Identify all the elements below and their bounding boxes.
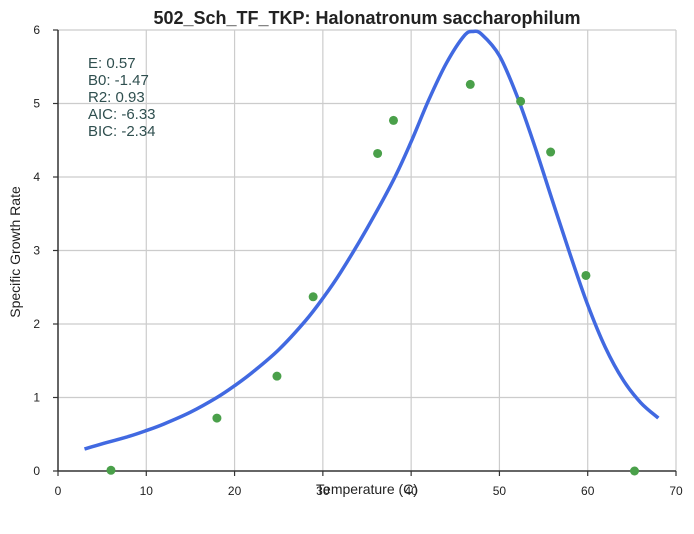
x-tick-label: 60 <box>581 484 595 498</box>
y-tick-label: 0 <box>33 464 40 478</box>
y-ticks: 0 1 2 3 4 5 6 <box>33 23 58 478</box>
data-point <box>373 148 383 158</box>
data-point <box>272 371 282 381</box>
y-tick-label: 1 <box>33 391 40 405</box>
data-point <box>546 147 556 157</box>
x-tick-label: 30 <box>316 484 330 498</box>
series-layer <box>83 29 660 476</box>
data-point <box>581 270 591 280</box>
fit-statistic-line: B0: -1.47 <box>88 72 149 89</box>
fit-statistic-line: E: 0.57 <box>88 55 136 72</box>
x-tick-label: 70 <box>669 484 683 498</box>
x-axis-label: Temperature (C) <box>316 481 418 497</box>
data-point <box>106 465 116 475</box>
x-tick-label: 50 <box>493 484 507 498</box>
data-point <box>465 79 475 89</box>
y-tick-label: 6 <box>33 23 40 37</box>
fit-statistic-line: BIC: -2.34 <box>88 123 156 140</box>
data-point <box>212 413 222 423</box>
data-point <box>516 96 526 106</box>
x-tick-label: 0 <box>55 484 62 498</box>
y-axis-label: Specific Growth Rate <box>7 186 23 318</box>
x-ticks: 0 10 20 30 40 50 60 70 <box>55 471 683 498</box>
data-point <box>388 115 398 125</box>
x-tick-label: 10 <box>140 484 154 498</box>
chart-title: 502_Sch_TF_TKP: Halonatronum saccharophi… <box>153 8 580 28</box>
data-point <box>630 466 640 476</box>
fit-statistic-line: R2: 0.93 <box>88 89 145 106</box>
x-tick-label: 20 <box>228 484 242 498</box>
grid <box>58 29 677 471</box>
data-point <box>308 292 318 302</box>
x-tick-label: 40 <box>404 484 418 498</box>
y-tick-label: 2 <box>33 317 40 331</box>
fit-statistic-line: AIC: -6.33 <box>88 106 156 123</box>
y-tick-label: 5 <box>33 97 40 111</box>
y-tick-label: 4 <box>33 170 40 184</box>
y-tick-label: 3 <box>33 244 40 258</box>
fitted-curve <box>83 29 660 451</box>
